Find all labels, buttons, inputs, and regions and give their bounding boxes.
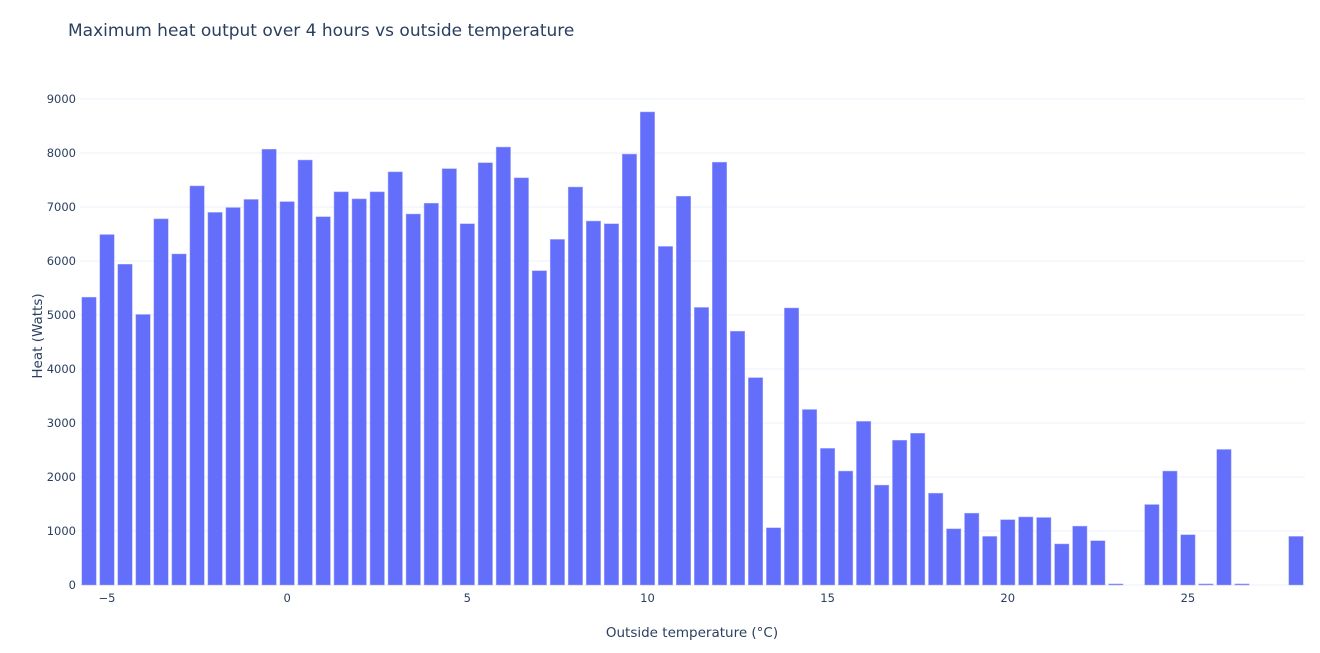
bar[interactable]	[351, 198, 367, 586]
bar[interactable]	[1000, 519, 1016, 586]
bar[interactable]	[676, 195, 691, 586]
bar[interactable]	[712, 161, 727, 586]
bar[interactable]	[369, 191, 385, 586]
bar[interactable]	[549, 239, 565, 586]
bar[interactable]	[495, 146, 511, 586]
y-tick-label: 5000	[47, 308, 76, 322]
x-tick-label: 0	[284, 591, 291, 605]
bar[interactable]	[459, 223, 475, 586]
y-tick-label: 2000	[47, 470, 76, 484]
bar[interactable]	[405, 213, 421, 586]
bar[interactable]	[441, 168, 457, 586]
y-tick-label: 9000	[47, 92, 76, 106]
bar[interactable]	[982, 536, 998, 586]
y-tick-label: 8000	[47, 146, 76, 160]
bar[interactable]	[225, 207, 241, 586]
bar[interactable]	[603, 223, 619, 586]
bar[interactable]	[1198, 583, 1214, 586]
y-tick-label: 7000	[47, 200, 76, 214]
y-tick-label: 4000	[47, 362, 76, 376]
bar[interactable]	[621, 153, 637, 586]
bar[interactable]	[658, 246, 673, 586]
y-tick-label: 0	[69, 578, 76, 592]
bar[interactable]	[117, 263, 133, 586]
bar[interactable]	[279, 201, 295, 586]
bar[interactable]	[910, 433, 926, 586]
bar[interactable]	[99, 234, 115, 586]
bar[interactable]	[423, 202, 439, 586]
bar[interactable]	[640, 111, 655, 586]
bar[interactable]	[1162, 470, 1178, 586]
bar[interactable]	[585, 220, 601, 586]
bar[interactable]	[261, 148, 277, 586]
bar[interactable]	[892, 440, 908, 586]
bar[interactable]	[1180, 534, 1196, 586]
bar[interactable]	[820, 448, 836, 586]
bar[interactable]	[766, 527, 782, 586]
bar[interactable]	[946, 528, 962, 586]
bar[interactable]	[207, 212, 223, 586]
bar[interactable]	[567, 186, 583, 586]
bar[interactable]	[856, 421, 872, 586]
x-tick-label: 20	[1000, 591, 1015, 605]
bar[interactable]	[1090, 540, 1106, 586]
bar[interactable]	[513, 177, 529, 586]
bar[interactable]	[964, 512, 980, 586]
bar[interactable]	[81, 296, 97, 586]
y-axis-label: Heat (Watts)	[30, 293, 46, 378]
x-tick-label: −5	[99, 591, 116, 605]
y-tick-label: 1000	[47, 524, 76, 538]
bar[interactable]	[1288, 536, 1304, 586]
bar[interactable]	[694, 307, 709, 586]
bar[interactable]	[1108, 583, 1124, 586]
bar[interactable]	[928, 492, 944, 586]
x-tick-label: 15	[820, 591, 835, 605]
bar[interactable]	[531, 270, 547, 586]
bar[interactable]	[838, 470, 854, 586]
bar[interactable]	[387, 171, 403, 586]
chart-title: Maximum heat output over 4 hours vs outs…	[68, 21, 575, 41]
bar[interactable]	[784, 307, 800, 586]
bar[interactable]	[730, 330, 745, 586]
y-tick-label: 3000	[47, 416, 76, 430]
bar[interactable]	[1036, 517, 1052, 586]
bar[interactable]	[1234, 583, 1250, 586]
bar[interactable]	[1216, 449, 1232, 586]
bar[interactable]	[477, 162, 493, 586]
bar[interactable]	[171, 253, 187, 586]
x-axis-label: Outside temperature (°C)	[606, 625, 778, 641]
bar[interactable]	[189, 185, 205, 586]
bar[interactable]	[153, 218, 169, 586]
bar[interactable]	[874, 484, 890, 586]
bar[interactable]	[1144, 504, 1160, 586]
bar[interactable]	[243, 199, 259, 586]
bar[interactable]	[1018, 516, 1034, 586]
bar[interactable]	[297, 159, 313, 586]
y-tick-label: 6000	[47, 254, 76, 268]
bar[interactable]	[1072, 525, 1088, 586]
bar[interactable]	[1054, 543, 1070, 586]
bar[interactable]	[333, 191, 349, 586]
bar[interactable]	[315, 216, 331, 586]
x-tick-label: 5	[464, 591, 471, 605]
bar[interactable]	[802, 409, 818, 586]
bar[interactable]	[748, 377, 764, 586]
x-tick-label: 10	[640, 591, 655, 605]
bar[interactable]	[135, 314, 151, 586]
x-tick-label: 25	[1181, 591, 1196, 605]
